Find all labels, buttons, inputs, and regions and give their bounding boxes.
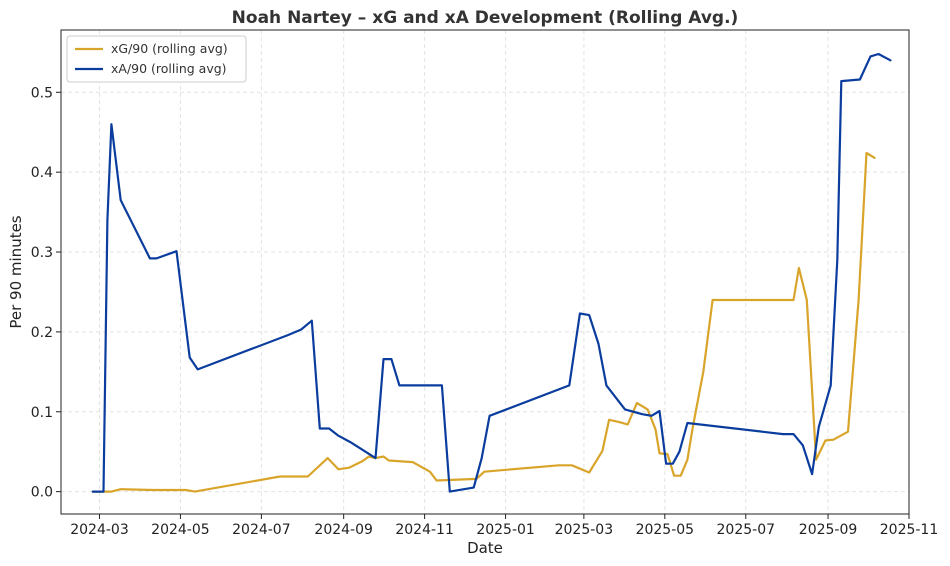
y-axis-label: Per 90 minutes — [7, 215, 25, 328]
plot-frame — [60, 29, 910, 515]
x-tick-label: 2024-03 — [70, 522, 129, 538]
chart-title: Noah Nartey – xG and xA Development (Rol… — [232, 8, 739, 28]
x-tick-label: 2025-05 — [636, 522, 695, 538]
x-tick-label: 2024-05 — [151, 522, 210, 538]
x-tick-label: 2025-01 — [476, 522, 535, 538]
x-axis-label: Date — [467, 539, 503, 557]
series-line-xa — [91, 52, 892, 493]
series-layer — [91, 52, 892, 493]
legend-label-xg: xG/90 (rolling avg) — [111, 41, 228, 56]
y-tick-label: 0.2 — [31, 325, 53, 341]
grid — [61, 30, 910, 514]
ticks: 2024-03 2024-05 2024-07 2024-09 2024-11 2025-… — [31, 85, 939, 538]
x-tick-label: 2025-11 — [880, 522, 939, 538]
y-tick-label: 0.3 — [31, 245, 53, 261]
x-tick-label: 2025-03 — [555, 522, 614, 538]
x-tick-label: 2024-09 — [314, 522, 373, 538]
y-tick-label: 0.5 — [31, 85, 53, 101]
legend-box — [66, 35, 247, 83]
x-tick-label: 2025-07 — [717, 522, 776, 538]
legend-label-xa: xA/90 (rolling avg) — [111, 61, 227, 76]
axes — [60, 29, 910, 515]
y-tick-label: 0.4 — [31, 165, 53, 181]
y-tick-label: 0.0 — [31, 485, 53, 501]
x-tick-label: 2024-07 — [232, 522, 291, 538]
x-tick-label: 2024-11 — [395, 522, 454, 538]
x-tick-label: 2025-09 — [799, 522, 858, 538]
y-tick-label: 0.1 — [31, 405, 53, 421]
series-line-xg — [91, 151, 876, 493]
legend: xG/90 (rolling avg) xA/90 (rolling avg) — [66, 35, 247, 83]
